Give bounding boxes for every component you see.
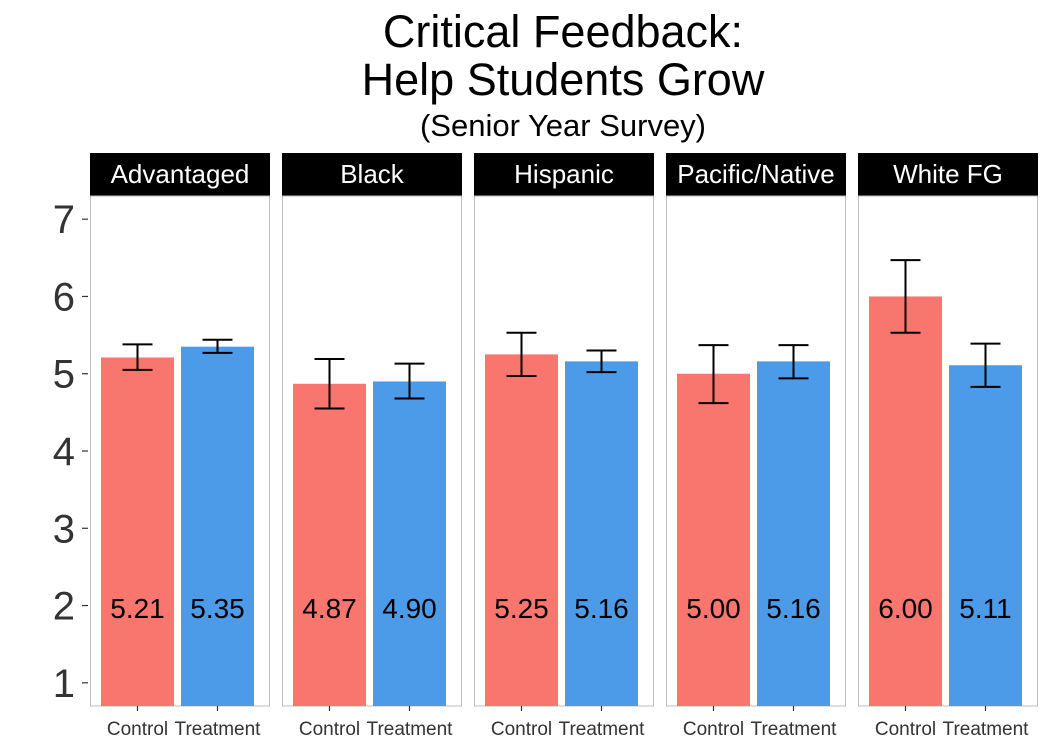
bar-control: [869, 296, 942, 706]
error-bar: [778, 344, 809, 380]
facet-strip: [474, 153, 654, 196]
y-tick-label: 7: [53, 198, 75, 242]
x-tick-label: Treatment: [175, 719, 262, 740]
x-tick-label: Treatment: [751, 719, 838, 740]
panel-advantaged: Advantaged 5.21 Control 5.35 Treatment: [90, 153, 270, 740]
bar-treatment: [757, 361, 830, 706]
bar-control: [677, 373, 750, 706]
y-tick-label: 3: [53, 507, 75, 551]
x-tick-label: Control: [491, 719, 552, 740]
panel-white-fg: White FG 6.00 Control 5.11 Treatment: [858, 153, 1038, 740]
error-bar: [394, 362, 425, 400]
bar-treatment: [565, 361, 638, 706]
error-bar: [970, 342, 1001, 388]
chart-title: Critical Feedback: Help Students Grow (S…: [362, 6, 765, 143]
panel-hispanic: Hispanic 5.25 Control 5.16 Treatment: [474, 153, 654, 740]
x-tick-label: Treatment: [943, 719, 1030, 740]
x-tick-label: Control: [875, 719, 936, 740]
facet-label: White FG: [893, 159, 1003, 189]
value-label: 5.11: [959, 593, 1011, 624]
bar-treatment: [181, 346, 254, 706]
bar-treatment: [949, 365, 1022, 706]
panel-border: [282, 195, 462, 707]
panel-pacific-native: Pacific/Native 5.00 Control 5.16 Treatment: [666, 153, 846, 740]
value-label: 4.87: [302, 593, 357, 624]
y-axis: 1 2 3 4 5 6 7: [53, 198, 88, 706]
title-line-2: Help Students Grow: [362, 54, 765, 105]
panel-black: Black 4.87 Control 4.90 Treatment: [282, 153, 462, 740]
error-bar: [122, 343, 153, 371]
panel-border: [474, 195, 654, 707]
y-tick-label: 2: [53, 585, 75, 629]
error-bar: [314, 358, 345, 410]
error-bar: [586, 349, 617, 374]
facet-strip: [90, 153, 270, 196]
error-bar: [202, 338, 233, 354]
y-tick-label: 4: [53, 430, 75, 474]
facet-panels: Advantaged 5.21 Control 5.35 Treatment Black 4…: [90, 153, 1038, 740]
x-tick-label: Control: [107, 719, 168, 740]
panel-border: [666, 195, 846, 707]
y-tick-label: 6: [53, 275, 75, 319]
facet-strip: [666, 153, 846, 196]
value-label: 5.16: [574, 593, 629, 624]
facet-label: Black: [340, 159, 405, 189]
x-tick-label: Control: [683, 719, 744, 740]
panel-border: [90, 195, 270, 707]
facet-label: Advantaged: [111, 159, 250, 189]
error-bar: [890, 259, 921, 334]
x-tick-label: Treatment: [559, 719, 646, 740]
error-bar: [506, 331, 537, 378]
x-tick-label: Treatment: [367, 719, 454, 740]
bar-control: [293, 383, 366, 706]
bar-treatment: [373, 381, 446, 706]
bar-control: [101, 357, 174, 706]
value-label: 5.25: [494, 593, 549, 624]
y-tick-label: 1: [53, 662, 75, 706]
value-label: 5.35: [190, 593, 245, 624]
value-label: 5.16: [766, 593, 821, 624]
facet-label: Pacific/Native: [677, 159, 835, 189]
value-label: 5.21: [110, 593, 165, 624]
value-label: 5.00: [686, 593, 741, 624]
bar-control: [485, 354, 558, 706]
y-tick-label: 5: [53, 353, 75, 397]
error-bar: [698, 344, 729, 405]
value-label: 4.90: [382, 593, 437, 624]
panel-border: [858, 195, 1038, 707]
facet-strip: [858, 153, 1038, 196]
facet-strip: [282, 153, 462, 196]
subtitle: (Senior Year Survey): [420, 108, 706, 143]
x-tick-label: Control: [299, 719, 360, 740]
title-line-1: Critical Feedback:: [383, 6, 743, 57]
facet-label: Hispanic: [514, 159, 614, 189]
value-label: 6.00: [878, 593, 933, 624]
